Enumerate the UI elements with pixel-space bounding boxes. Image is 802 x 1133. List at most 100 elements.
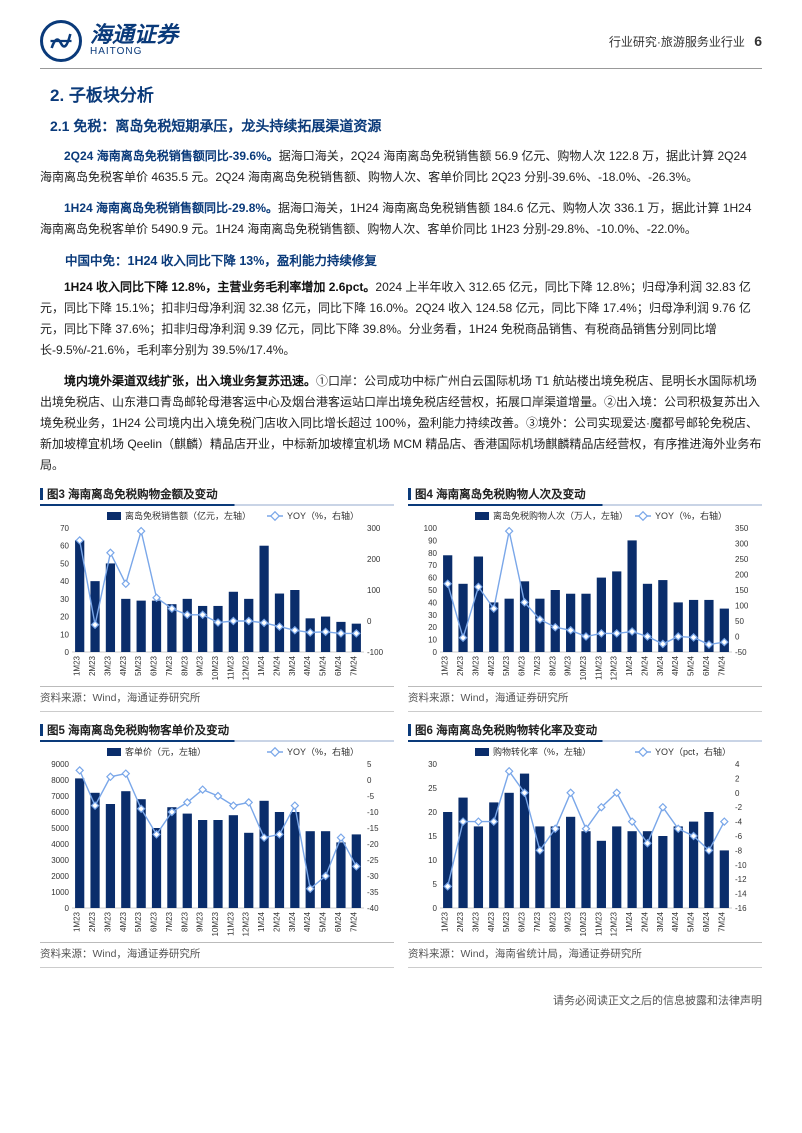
svg-text:40: 40 [428, 598, 437, 607]
svg-text:-20: -20 [367, 840, 379, 849]
svg-text:5M23: 5M23 [134, 655, 143, 676]
svg-text:0: 0 [735, 633, 740, 642]
chart-4-source: 资料来源：Wind，海通证券研究所 [408, 690, 762, 705]
svg-text:70: 70 [428, 561, 437, 570]
svg-text:-14: -14 [735, 890, 747, 899]
chart-3-block: 图3 海南离岛免税购物金额及变动 离岛免税销售额（亿元，左轴）YOY（%，右轴）… [40, 486, 394, 712]
svg-text:12M23: 12M23 [610, 655, 619, 680]
svg-text:-12: -12 [735, 875, 747, 884]
p3-lead: 1H24 收入同比下降 12.8%，主营业务毛利率增加 2.6pct。 [64, 280, 375, 294]
chart-3-canvas: 离岛免税销售额（亿元，左轴）YOY（%，右轴）010203040506070-1… [40, 506, 394, 687]
svg-text:50: 50 [428, 586, 437, 595]
svg-text:11M23: 11M23 [594, 655, 603, 679]
svg-text:1M23: 1M23 [441, 655, 450, 676]
svg-text:-5: -5 [367, 792, 375, 801]
svg-text:350: 350 [735, 524, 749, 533]
svg-text:3M24: 3M24 [288, 655, 297, 676]
svg-text:6M24: 6M24 [702, 911, 711, 932]
page-header: 海通证券 HAITONG 行业研究·旅游服务业行业 6 [40, 20, 762, 69]
svg-text:-30: -30 [367, 872, 379, 881]
svg-text:200: 200 [367, 555, 381, 564]
svg-text:2M24: 2M24 [640, 655, 649, 676]
svg-text:1M24: 1M24 [257, 655, 266, 676]
svg-text:3M24: 3M24 [656, 911, 665, 932]
svg-text:6000: 6000 [51, 808, 69, 817]
svg-text:2M24: 2M24 [640, 911, 649, 932]
svg-text:2M23: 2M23 [456, 655, 465, 676]
paragraph-3: 1H24 收入同比下降 12.8%，主营业务毛利率增加 2.6pct。2024 … [40, 277, 762, 361]
svg-text:9M23: 9M23 [196, 655, 205, 676]
svg-text:1M24: 1M24 [625, 911, 634, 932]
svg-text:1M23: 1M23 [441, 911, 450, 932]
svg-text:10M23: 10M23 [211, 911, 220, 936]
svg-text:4M23: 4M23 [487, 655, 496, 676]
svg-text:7M23: 7M23 [533, 655, 542, 676]
svg-text:10: 10 [428, 856, 437, 865]
svg-text:5M23: 5M23 [502, 911, 511, 932]
svg-text:0: 0 [433, 904, 438, 913]
chart-3-source: 资料来源：Wind，海通证券研究所 [40, 690, 394, 705]
p2-lead: 1H24 海南离岛免税销售额同比-29.8%。 [64, 201, 278, 215]
svg-text:客单价（元，左轴）: 客单价（元，左轴） [125, 746, 206, 757]
svg-text:1M23: 1M23 [73, 911, 82, 932]
chart-4-canvas: 离岛免税购物人次（万人，左轴）YOY（%，右轴）0102030405060708… [408, 506, 762, 687]
svg-text:12M23: 12M23 [242, 655, 251, 680]
svg-text:25: 25 [428, 784, 437, 793]
svg-text:7000: 7000 [51, 792, 69, 801]
chart-6-source: 资料来源：Wind，海南省统计局，海通证券研究所 [408, 946, 762, 961]
svg-text:250: 250 [735, 555, 749, 564]
svg-text:2: 2 [735, 774, 740, 783]
svg-text:8M23: 8M23 [548, 911, 557, 932]
svg-text:100: 100 [424, 524, 438, 533]
svg-text:4M24: 4M24 [303, 655, 312, 676]
svg-text:7M24: 7M24 [717, 655, 726, 676]
company-logo-block: 海通证券 HAITONG [40, 20, 178, 62]
svg-text:4M24: 4M24 [303, 911, 312, 932]
svg-text:2M23: 2M23 [88, 911, 97, 932]
svg-text:5M23: 5M23 [502, 655, 511, 676]
svg-text:30: 30 [428, 760, 437, 769]
chart-5-source: 资料来源：Wind，海通证券研究所 [40, 946, 394, 961]
chart-4-block: 图4 海南离岛免税购物人次及变动 离岛免税购物人次（万人，左轴）YOY（%，右轴… [408, 486, 762, 712]
svg-text:1M23: 1M23 [73, 655, 82, 676]
svg-text:6M23: 6M23 [518, 655, 527, 676]
svg-text:30: 30 [428, 611, 437, 620]
svg-text:15: 15 [428, 832, 437, 841]
svg-text:12M23: 12M23 [610, 911, 619, 936]
svg-text:11M23: 11M23 [226, 911, 235, 935]
svg-text:60: 60 [60, 542, 69, 551]
chart-5-block: 图5 海南离岛免税购物客单价及变动 客单价（元，左轴）YOY（%，右轴）0100… [40, 722, 394, 968]
svg-text:5000: 5000 [51, 824, 69, 833]
svg-text:5M24: 5M24 [319, 911, 328, 932]
svg-text:6M24: 6M24 [334, 911, 343, 932]
paragraph-2: 1H24 海南离岛免税销售额同比-29.8%。据海口海关，1H24 海南离岛免税… [40, 198, 762, 240]
svg-text:0: 0 [65, 904, 70, 913]
page-number: 6 [754, 33, 762, 49]
section-heading-2: 2. 子板块分析 [50, 81, 762, 106]
svg-text:20: 20 [428, 808, 437, 817]
svg-text:2000: 2000 [51, 872, 69, 881]
svg-text:8M23: 8M23 [548, 655, 557, 676]
svg-text:100: 100 [735, 602, 749, 611]
svg-text:5M24: 5M24 [319, 655, 328, 676]
svg-text:3M23: 3M23 [103, 655, 112, 676]
haitong-logo-icon [40, 20, 82, 62]
svg-text:0: 0 [433, 648, 438, 657]
svg-text:10: 10 [60, 630, 69, 639]
svg-text:7M23: 7M23 [533, 911, 542, 932]
svg-text:60: 60 [428, 574, 437, 583]
p4-body: ①口岸：公司成功中标广州白云国际机场 T1 航站楼出境免税店、昆明长水国际机场出… [40, 374, 761, 472]
svg-text:1M24: 1M24 [625, 655, 634, 676]
svg-text:150: 150 [735, 586, 749, 595]
svg-text:0: 0 [735, 789, 740, 798]
section-heading-2-1: 2.1 免税：离岛免税短期承压，龙头持续拓展渠道资源 [50, 116, 762, 136]
svg-text:200: 200 [735, 571, 749, 580]
svg-text:12M23: 12M23 [242, 911, 251, 936]
paragraph-1: 2Q24 海南离岛免税销售额同比-39.6%。据海口海关，2Q24 海南离岛免税… [40, 146, 762, 188]
svg-text:20: 20 [60, 613, 69, 622]
svg-text:-2: -2 [735, 803, 743, 812]
chart-6-title: 图6 海南离岛免税购物转化率及变动 [415, 722, 597, 738]
svg-text:-6: -6 [735, 832, 743, 841]
svg-text:8000: 8000 [51, 776, 69, 785]
svg-text:3M23: 3M23 [103, 911, 112, 932]
